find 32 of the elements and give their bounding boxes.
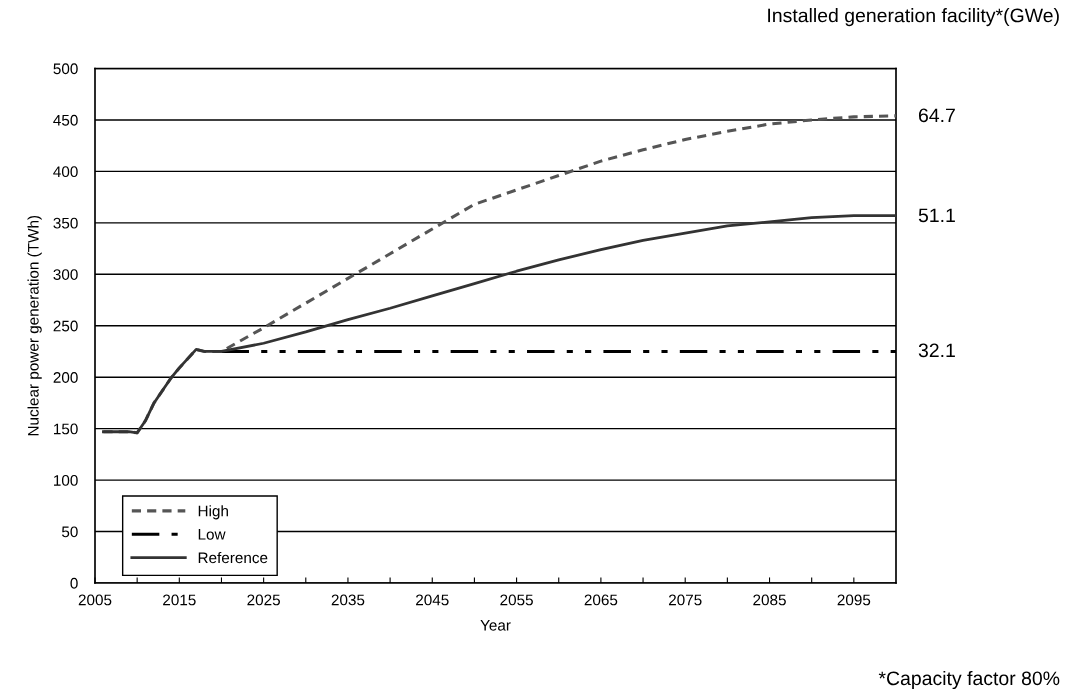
text: 64.7 (918, 108, 955, 123)
y-tick-label: 500 (53, 63, 78, 75)
legend-label: Reference (198, 551, 268, 564)
x-tick-label: 2015 (163, 594, 196, 606)
x-tick-label: 2065 (584, 594, 618, 606)
y-tick-label: 350 (53, 217, 78, 229)
y-axis-title: Nuclear power generation (TWh) (27, 215, 42, 436)
y-tick-label: 450 (53, 114, 78, 126)
x-axis-title: Year (480, 620, 511, 631)
x-tick-label: 2045 (416, 594, 449, 606)
x-tick-label: 2095 (837, 594, 871, 606)
x-tick-label: 2055 (500, 594, 533, 606)
text: 32.1 (918, 343, 955, 358)
y-tick-label: 200 (53, 372, 78, 383)
y-tick-label: 250 (53, 320, 78, 332)
text: Installed generation facility*(GWe) (768, 8, 1059, 27)
y-tick-label: 50 (61, 526, 78, 538)
legend-label: Low (198, 529, 226, 540)
y-tick-label: 150 (54, 423, 78, 435)
x-tick-label: 2085 (753, 594, 786, 606)
text: 51.1 (918, 208, 955, 223)
line-series (102, 214, 896, 435)
x-tick-label: 2035 (331, 594, 365, 606)
y-tick-label: 0 (70, 577, 78, 589)
y-tick-label: 100 (54, 474, 78, 486)
x-tick-label: 2075 (668, 594, 702, 606)
x-tick-label: 2005 (78, 594, 112, 606)
x-tick-label: 2025 (247, 594, 280, 606)
legend-label: High (198, 505, 228, 520)
text: *Capacity factor 80% (878, 670, 1060, 690)
y-tick-label: 400 (53, 166, 78, 178)
y-tick-label: 300 (53, 269, 78, 280)
